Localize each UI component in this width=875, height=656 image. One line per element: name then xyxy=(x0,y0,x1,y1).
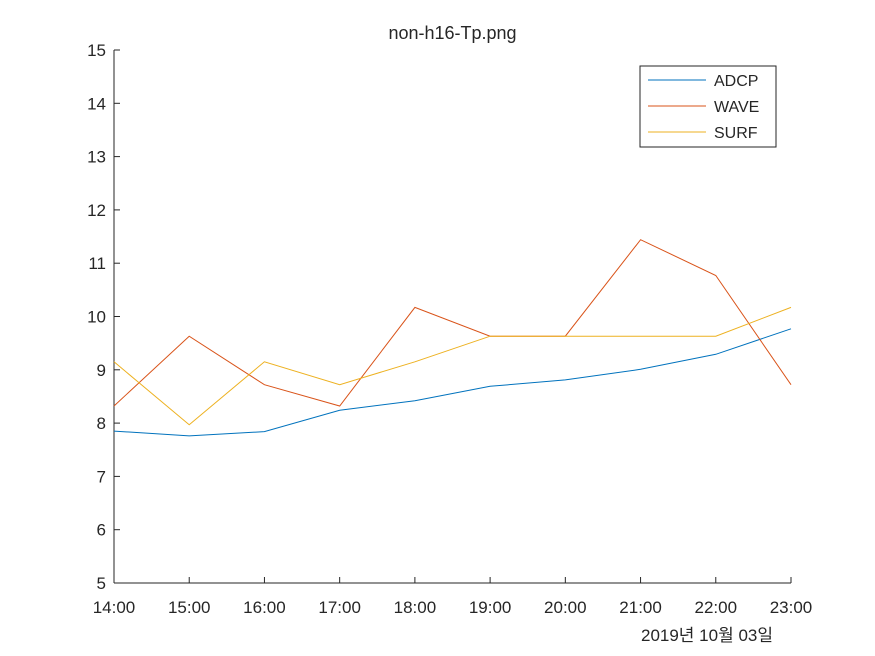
y-tick-label: 15 xyxy=(87,41,106,60)
legend-label-adcp: ADCP xyxy=(714,73,758,90)
y-tick-label: 11 xyxy=(88,254,106,273)
x-tick-label: 15:00 xyxy=(168,598,211,617)
x-axis-date-label: 2019년 10월 03일 xyxy=(641,626,773,645)
y-tick-label: 14 xyxy=(87,94,106,113)
x-tick-label: 23:00 xyxy=(770,598,813,617)
y-tick-label: 6 xyxy=(97,521,106,540)
x-tick-label: 17:00 xyxy=(318,598,361,617)
y-tick-label: 10 xyxy=(87,308,106,327)
x-tick-label: 20:00 xyxy=(544,598,587,617)
series-line-wave xyxy=(113,239,792,407)
legend-label-surf: SURF xyxy=(714,125,758,142)
x-tick-label: 16:00 xyxy=(243,598,286,617)
series-line-adcp xyxy=(113,328,792,437)
chart-title: non-h16-Tp.png xyxy=(388,23,516,43)
x-tick-label: 14:00 xyxy=(93,598,136,617)
legend: ADCP WAVE SURF xyxy=(639,65,777,148)
y-tick-label: 8 xyxy=(97,414,106,433)
legend-label-wave: WAVE xyxy=(714,99,759,116)
y-tick-label: 13 xyxy=(87,148,106,167)
y-tick-label: 12 xyxy=(87,201,106,220)
axes: 5 6 7 8 9 10 11 12 13 14 15 14:00 15:00 16:00 17:00 18:… xyxy=(87,41,812,617)
y-tick-label: 5 xyxy=(97,574,106,593)
x-tick-label: 21:00 xyxy=(619,598,662,617)
x-tick-label: 18:00 xyxy=(394,598,437,617)
x-tick-label: 22:00 xyxy=(695,598,738,617)
series-layer xyxy=(113,239,792,437)
y-tick-label: 9 xyxy=(97,361,106,380)
series-line-surf xyxy=(113,306,792,426)
x-tick-label: 19:00 xyxy=(469,598,512,617)
y-tick-label: 7 xyxy=(97,467,106,486)
